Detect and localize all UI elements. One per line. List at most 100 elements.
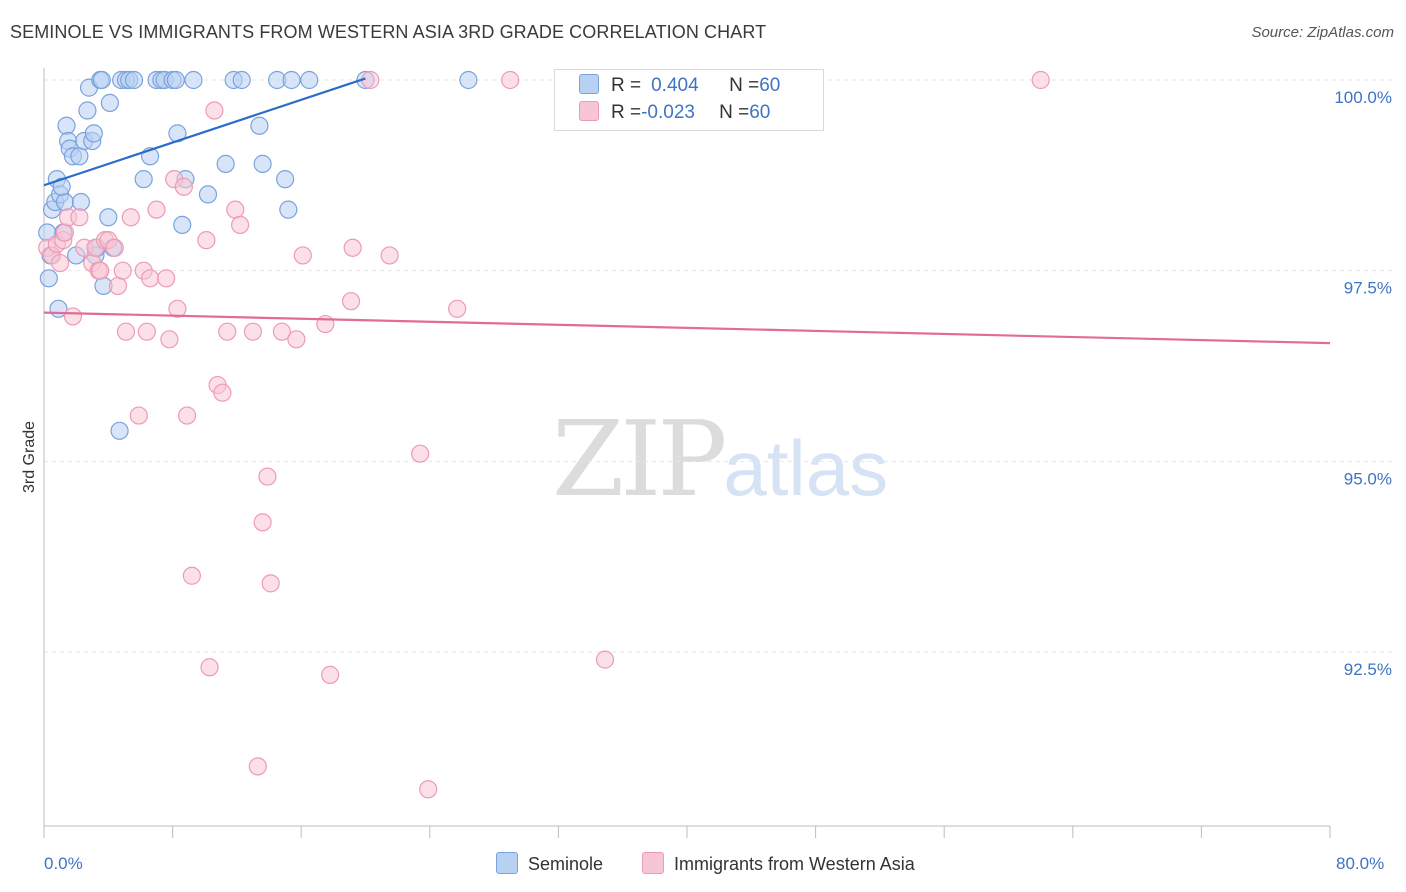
seminole-legend-swatch [496, 852, 518, 874]
watermark-atlas: atlas [723, 424, 889, 512]
n-label: N = [729, 75, 760, 96]
chart-source: Source: ZipAtlas.com [1251, 24, 1394, 41]
seminole-point [198, 185, 218, 204]
seminole-point [300, 70, 319, 90]
immigrants-point [160, 330, 179, 349]
chart-title: SEMINOLE VS IMMIGRANTS FROM WESTERN ASIA… [10, 22, 767, 42]
seminole-point [276, 170, 295, 189]
immigrants-point [1031, 70, 1050, 90]
bottom-legend-seminole[interactable]: Seminole [496, 852, 603, 875]
seminole-point [250, 116, 269, 135]
seminole-point [134, 170, 153, 189]
immigrants-point [287, 330, 306, 349]
seminole-point [92, 70, 111, 90]
seminole-point [253, 154, 272, 173]
immigrants-point [595, 650, 615, 669]
seminole-point [78, 101, 97, 120]
seminole-point [232, 70, 251, 90]
y-tick-label: 97.5% [1344, 279, 1392, 298]
immigrants-point [55, 223, 74, 242]
immigrants-point [177, 406, 197, 425]
immigrants-trend-line [43, 311, 1331, 345]
immigrants-swatch [579, 101, 599, 121]
seminole-point [459, 70, 478, 90]
seminole-point [55, 192, 74, 212]
seminole-point [282, 70, 301, 90]
immigrants-point [113, 261, 132, 280]
immigrants-point [411, 444, 430, 463]
immigrants-point [168, 299, 187, 318]
seminole-point [124, 70, 144, 90]
y-tick-label: 100.0% [1334, 88, 1392, 107]
seminole-point [39, 269, 58, 288]
immigrants-point [50, 253, 70, 273]
seminole-swatch [579, 74, 599, 94]
immigrants-point [258, 467, 277, 486]
immigrants-legend-label: Immigrants from Western Asia [674, 854, 915, 874]
seminole-point [110, 421, 129, 440]
r-value: -0.023 [641, 102, 695, 123]
r-value: 0.404 [651, 75, 699, 96]
immigrants-point [218, 322, 237, 341]
immigrants-point [174, 177, 193, 196]
seminole-point [166, 70, 185, 90]
immigrants-point [140, 269, 160, 288]
y-tick-label: 95.0% [1344, 469, 1392, 488]
immigrants-point [129, 406, 148, 425]
immigrants-point [253, 513, 272, 532]
immigrants-point [341, 292, 361, 311]
n-value: 60 [759, 75, 781, 96]
seminole-point [71, 192, 91, 212]
immigrants-point [448, 299, 467, 318]
seminole-legend-label: Seminole [528, 854, 604, 874]
stats-legend-row-immigrants: R = -0.023 N = 60 [579, 101, 770, 127]
immigrants-point [261, 574, 280, 593]
axes [43, 68, 1330, 827]
seminole-point [57, 116, 76, 135]
immigrants-point [419, 780, 438, 799]
seminole-trend-line [43, 77, 366, 187]
immigrants-point [121, 208, 140, 227]
immigrants-point [91, 261, 110, 280]
trend-lines [43, 77, 1331, 345]
immigrants-point [200, 658, 219, 677]
seminole-point [279, 200, 298, 219]
immigrants-point [321, 665, 340, 684]
immigrants-point [213, 383, 232, 402]
seminole-point [216, 154, 235, 173]
watermark-zip: ZIP [552, 398, 727, 520]
immigrants-point [293, 246, 312, 265]
seminole-point [173, 215, 192, 235]
y-axis-label: 3rd Grade [21, 421, 38, 493]
immigrants-point [501, 70, 520, 90]
immigrants-point [105, 238, 124, 257]
bottom-legend-immigrants[interactable]: Immigrants from Western Asia [642, 852, 915, 875]
immigrants-point [248, 757, 267, 776]
immigrants-point [182, 566, 201, 585]
n-value: 60 [749, 102, 771, 123]
r-label: R = [611, 75, 642, 96]
seminole-point [84, 124, 103, 143]
immigrants-point [205, 101, 224, 120]
seminole-point [100, 93, 120, 112]
immigrants-point [272, 322, 292, 341]
n-label: N = [719, 102, 750, 123]
x-tick-label-min: 0.0% [44, 854, 83, 873]
immigrants-point [70, 208, 89, 227]
grid-lines [44, 79, 1392, 653]
r-label: R = [611, 102, 642, 123]
immigrants-legend-swatch [642, 852, 664, 874]
stats-legend-row-seminole: R = 0.404 N = 60 [579, 74, 780, 100]
immigrants-point [116, 322, 136, 341]
immigrants-point [243, 322, 263, 341]
immigrants-point [147, 200, 166, 219]
immigrants-point [137, 322, 156, 341]
y-tick-label: 92.5% [1344, 660, 1392, 679]
immigrants-point [63, 307, 83, 326]
data-points [38, 70, 1050, 799]
x-tick-label-max: 80.0% [1336, 854, 1384, 873]
immigrants-point [231, 215, 250, 235]
x-ticks [43, 826, 1331, 838]
seminole-point [70, 147, 89, 166]
